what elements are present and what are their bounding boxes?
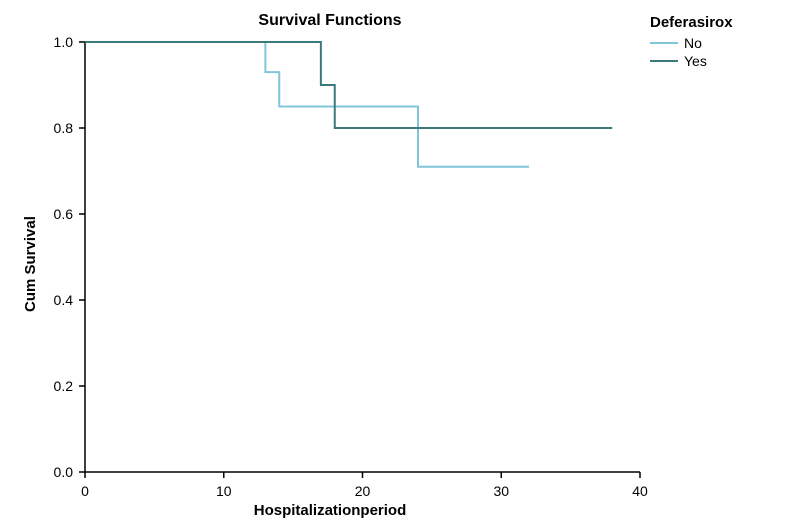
survival-chart: Survival Functions 0102030400.00.20.40.6…	[0, 0, 800, 531]
x-tick-label: 20	[355, 483, 371, 499]
legend-items: No Yes	[650, 35, 780, 69]
legend-label: No	[684, 35, 702, 51]
series-line-0	[85, 42, 529, 167]
y-tick-label: 0.0	[54, 464, 74, 480]
legend-item: Yes	[650, 53, 780, 69]
x-tick-label: 0	[81, 483, 89, 499]
series-line-1	[85, 42, 612, 128]
legend-title: Deferasirox	[650, 14, 780, 31]
y-tick-label: 0.6	[54, 206, 74, 222]
x-axis-label: Hospitalizationperiod	[0, 502, 660, 519]
legend-swatch	[650, 60, 678, 62]
legend-swatch	[650, 42, 678, 44]
plot-area: 0 10 20 30 40 0.0 0.2 0.4 0.6 0.8 1.0	[0, 0, 800, 531]
legend: Deferasirox No Yes	[650, 14, 780, 71]
y-tick-label: 1.0	[54, 34, 74, 50]
y-tick-label: 0.2	[54, 378, 74, 394]
y-tick-label: 0.4	[54, 292, 74, 308]
x-tick-label: 10	[216, 483, 232, 499]
y-tick-label: 0.8	[54, 120, 74, 136]
x-tick-label: 40	[632, 483, 648, 499]
y-axis-label: Cum Survival	[22, 216, 39, 312]
legend-label: Yes	[684, 53, 707, 69]
legend-item: No	[650, 35, 780, 51]
x-tick-label: 30	[493, 483, 509, 499]
